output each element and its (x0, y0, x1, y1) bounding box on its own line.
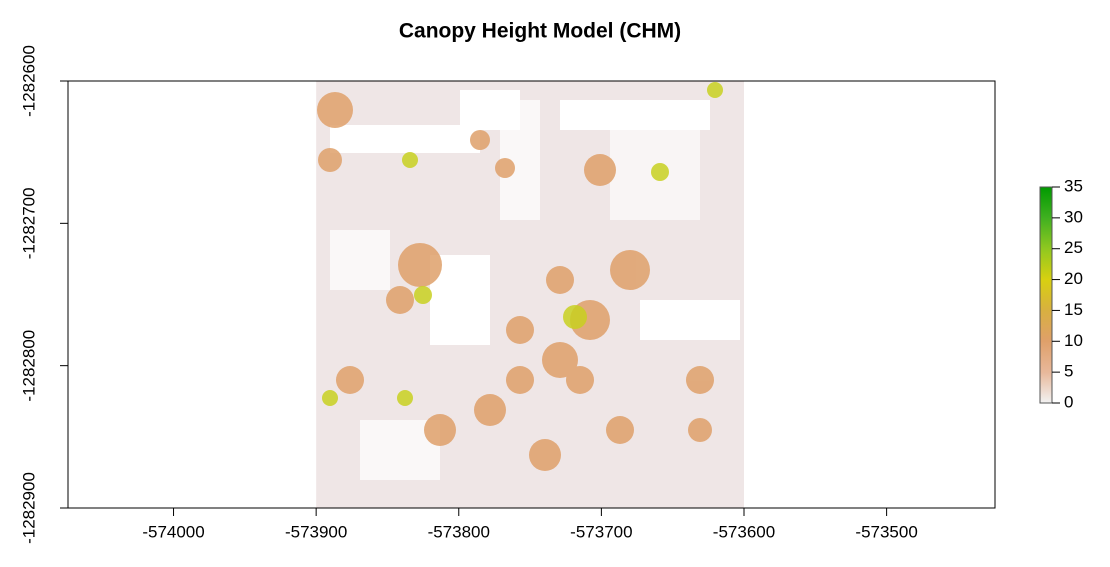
colorbar-tick-label: 20 (1064, 269, 1083, 288)
x-tick-label: -573800 (428, 522, 490, 541)
colorbar-tick-label: 5 (1064, 362, 1073, 381)
colorbar-tick-label: 15 (1064, 300, 1083, 319)
y-tick-label: -1282900 (19, 472, 38, 544)
x-tick-label: -573500 (855, 522, 917, 541)
x-tick-label: -573600 (713, 522, 775, 541)
y-tick-label: -1282600 (19, 45, 38, 117)
colorbar-tick-label: 0 (1064, 392, 1073, 411)
y-tick-label: -1282800 (19, 330, 38, 402)
x-tick-label: -573900 (285, 522, 347, 541)
chart-title: Canopy Height Model (CHM) (399, 20, 681, 43)
y-tick-label: -1282700 (19, 187, 38, 259)
colorbar-tick-label: 10 (1064, 331, 1083, 350)
chart: Canopy Height Model (CHM) -574000 -573900… (0, 0, 1110, 562)
colorbar (1040, 187, 1052, 403)
x-tick-label: -574000 (142, 522, 204, 541)
colorbar-tick-label: 30 (1064, 207, 1083, 226)
x-tick-label: -573700 (570, 522, 632, 541)
colorbar-tick-label: 25 (1064, 238, 1083, 257)
colorbar-tick-label: 35 (1064, 176, 1083, 195)
